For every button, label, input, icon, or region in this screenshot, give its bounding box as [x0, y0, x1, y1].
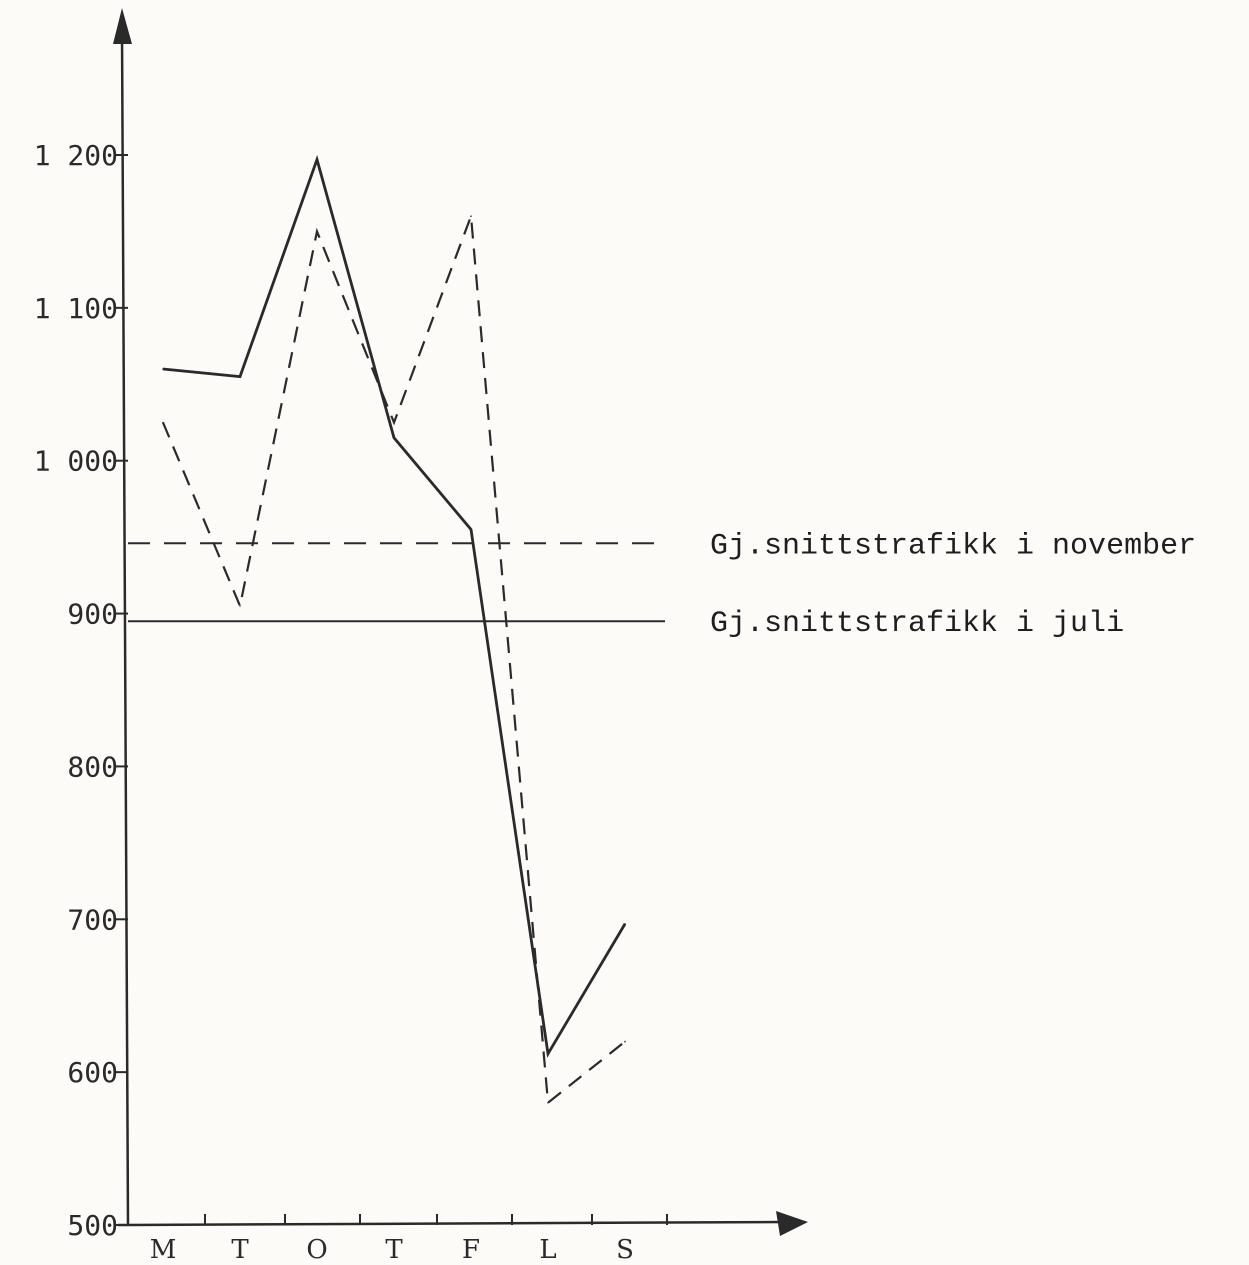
x-tick-label: L: [539, 1235, 556, 1265]
data-point: [316, 158, 318, 161]
data-point: [470, 528, 472, 531]
x-tick-label: M: [150, 1235, 177, 1265]
x-axis: [117, 1220, 786, 1227]
x-tick-label: T: [385, 1235, 403, 1265]
data-point: [393, 421, 395, 424]
data-point: [162, 421, 164, 424]
y-tick-label: 800: [67, 750, 118, 783]
y-tick-label: 1 000: [34, 445, 118, 478]
y-tick-label: 600: [67, 1056, 118, 1089]
y-axis: [120, 29, 130, 1226]
data-point: [624, 1040, 626, 1043]
series-line-dashed: [161, 215, 626, 1105]
y-tick-label: 900: [67, 598, 118, 631]
reference-line-label: Gj.snittstrafikk i juli: [710, 607, 1124, 641]
reference-line-label: Gj.snittstrafikk i november: [710, 529, 1196, 563]
x-tick-label: O: [306, 1235, 327, 1265]
series-line-solid: [162, 154, 627, 1058]
y-tick-label: 500: [67, 1209, 118, 1242]
data-point: [162, 368, 164, 370]
data-point: [316, 230, 318, 233]
x-axis-arrow: [776, 1211, 808, 1236]
x-tick-label: F: [462, 1235, 480, 1265]
data-point: [239, 605, 241, 607]
x-tick-label: T: [231, 1235, 249, 1265]
y-tick-label: 1 200: [34, 139, 118, 172]
data-point: [470, 215, 472, 217]
data-point: [393, 436, 395, 439]
data-point: [239, 375, 241, 378]
y-axis-arrow: [113, 8, 132, 44]
data-point: [547, 1101, 549, 1104]
y-tick-label: 700: [67, 903, 118, 936]
data-point: [547, 1053, 549, 1055]
x-tick-label: S: [616, 1235, 634, 1265]
y-tick-label: 1 100: [34, 292, 118, 325]
data-point: [624, 923, 626, 925]
